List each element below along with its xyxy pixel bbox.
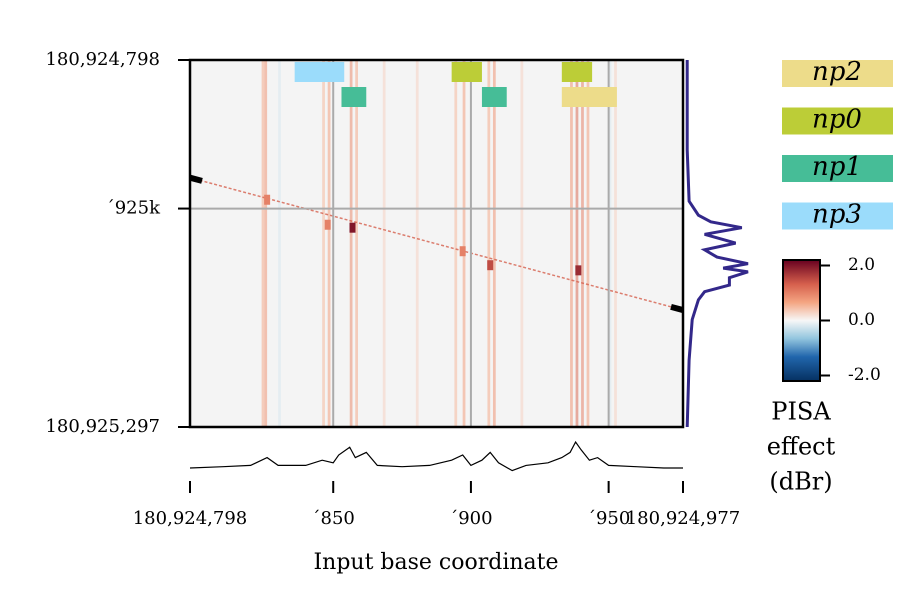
- legend-swatch: [782, 202, 893, 230]
- hotspot: [324, 219, 331, 230]
- stripe: [261, 60, 265, 427]
- diagonal-end: [189, 174, 203, 184]
- colorbar-label: (dBr): [769, 468, 832, 496]
- stripe: [520, 60, 524, 427]
- stripe: [349, 60, 353, 427]
- stripe: [355, 60, 359, 427]
- stripe: [487, 60, 491, 427]
- heatmap: [189, 60, 684, 427]
- hotspot: [459, 246, 466, 257]
- stripe: [454, 60, 458, 427]
- stripe: [382, 60, 386, 427]
- motif-hit: [481, 87, 507, 107]
- colorbar-label: PISA: [771, 398, 831, 426]
- x-tick-label: 180,924,798: [133, 508, 248, 529]
- motif-hit: [341, 87, 367, 107]
- diagonal-end: [670, 303, 684, 313]
- legend-label: np1: [812, 152, 862, 182]
- legend-label: np2: [812, 57, 862, 87]
- hotspot: [575, 265, 582, 276]
- colorbar-tick-label: 0.0: [848, 310, 875, 330]
- motif-hit: [451, 62, 482, 82]
- stripe: [415, 60, 419, 427]
- plot-frame: [188, 58, 685, 429]
- legend-label: np3: [812, 200, 862, 230]
- stripe: [570, 60, 573, 427]
- y-profile: [685, 60, 749, 428]
- stripe: [264, 60, 268, 427]
- x-tick-label: ´950: [587, 508, 630, 529]
- motif-hit: [561, 62, 593, 82]
- stripe: [608, 60, 612, 427]
- diagonal: [189, 176, 684, 311]
- x-tick-label: ´900: [449, 508, 492, 529]
- stripe: [278, 60, 281, 427]
- x-tick-label: 180,924,977: [626, 508, 741, 529]
- x-profile: [189, 440, 683, 472]
- hotspot: [264, 194, 271, 205]
- stripe: [575, 60, 579, 427]
- stripe: [462, 60, 466, 427]
- motif-track: [294, 62, 617, 107]
- stripe: [586, 60, 590, 427]
- x-tick-label: ´850: [312, 508, 355, 529]
- colorbar-tick-label: 2.0: [848, 255, 875, 275]
- legend-label: np0: [812, 105, 862, 135]
- colorbar-label: effect: [767, 433, 836, 461]
- y-tick-label: 180,925,297: [45, 416, 160, 437]
- y-tick-label: ´925k: [106, 198, 161, 219]
- hotspot: [487, 260, 494, 271]
- stripe: [327, 60, 331, 427]
- x-axis-label: Input base coordinate: [313, 550, 558, 575]
- legend-swatch: [782, 107, 893, 135]
- motif-hit: [294, 62, 345, 82]
- colorbar: [782, 259, 821, 382]
- hotspot: [349, 222, 356, 233]
- stripe: [614, 60, 617, 427]
- motif-hit: [561, 87, 617, 107]
- legend-swatch: [782, 155, 893, 182]
- y-tick-label: 180,924,798: [45, 49, 160, 70]
- stripe: [581, 60, 584, 427]
- colorbar-tick-label: -2.0: [848, 365, 881, 385]
- stripe: [492, 60, 496, 427]
- stripe: [322, 60, 325, 427]
- legend-swatch: [782, 60, 893, 87]
